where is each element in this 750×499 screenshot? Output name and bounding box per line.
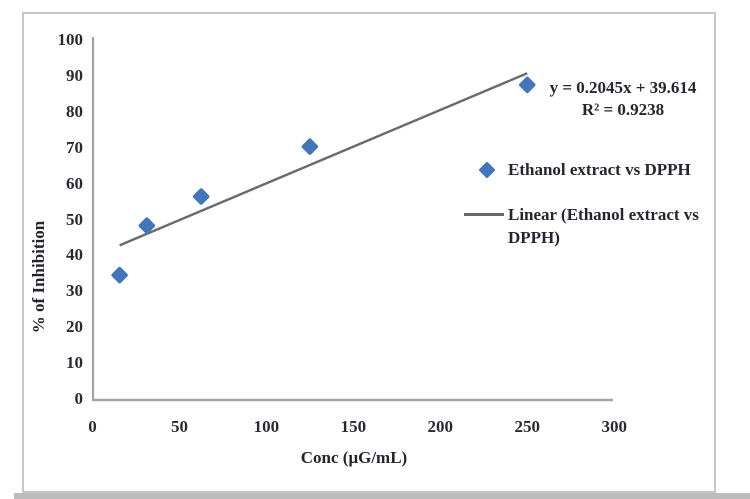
- x-tick-label: 0: [88, 417, 97, 436]
- r-squared-value: R² = 0.9238: [581, 100, 665, 119]
- x-tick-label: 200: [427, 417, 454, 436]
- y-tick-label: 20: [66, 317, 83, 337]
- legend-label-linear: Linear (Ethanol extract vs DPPH): [508, 205, 699, 247]
- data-point-diamond: [519, 76, 536, 94]
- y-tick-label: 0: [74, 389, 84, 408]
- y-tick-label: 40: [66, 245, 83, 265]
- y-tick-label: 70: [66, 137, 83, 157]
- trendline-annotation: y = 0.2045x + 39.614 R² = 0.9238: [550, 77, 697, 121]
- y-tick-label: 10: [66, 353, 83, 373]
- page-bottom-shadow: [14, 493, 750, 499]
- trendline: [119, 72, 528, 247]
- data-point-diamond: [138, 217, 156, 234]
- x-tick-label: 300: [601, 417, 627, 436]
- data-point-diamond: [111, 266, 128, 284]
- chart-frame: [22, 12, 716, 493]
- x-tick-label: 250: [514, 417, 541, 436]
- legend-label-scatter: Ethanol extract vs DPPH: [508, 160, 691, 179]
- legend-item-scatter-series: Ethanol extract vs DPPH: [477, 158, 708, 181]
- x-tick-label: 100: [253, 417, 280, 436]
- x-tick-label: 50: [170, 417, 188, 436]
- trendline-equation: y = 0.2045x + 39.614: [549, 78, 697, 97]
- line-marker-icon: [464, 213, 504, 216]
- y-tick-label: 50: [66, 209, 83, 229]
- legend-item-linear-series: Linear (Ethanol extract vs DPPH): [464, 203, 706, 249]
- x-axis-title: Conc (μG/mL): [300, 448, 408, 467]
- y-axis-title: % of Inhibition: [29, 220, 48, 334]
- y-tick-label: 80: [66, 101, 83, 121]
- x-tick-label: 150: [340, 417, 367, 436]
- diamond-marker-icon: [479, 162, 495, 178]
- y-tick-label: 30: [66, 281, 83, 301]
- y-tick-label: 100: [57, 30, 84, 49]
- data-point-diamond: [301, 138, 319, 155]
- data-point-diamond: [192, 188, 210, 205]
- y-tick-label: 90: [66, 65, 83, 85]
- y-tick-label: 60: [66, 173, 83, 193]
